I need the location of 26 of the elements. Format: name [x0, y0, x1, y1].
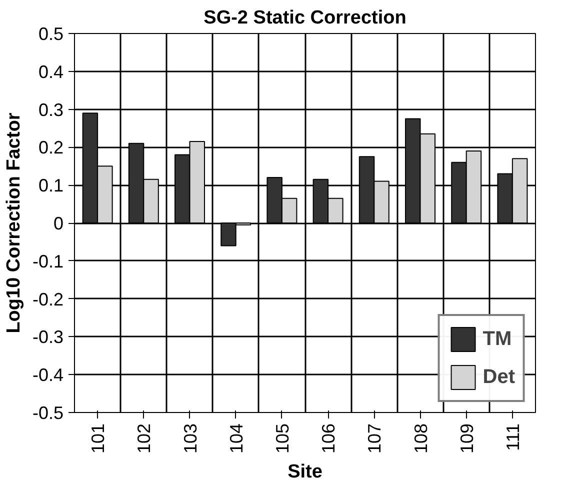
legend-label: Det [482, 366, 515, 388]
y-tick-label: 0.4 [38, 62, 64, 82]
y-tick-label: -0.4 [32, 365, 64, 386]
chart-title: SG-2 Static Correction [204, 8, 406, 28]
x-tick-label: 107 [364, 423, 385, 454]
y-tick-label: -0.5 [32, 403, 64, 423]
y-tick-label: 0.5 [38, 24, 64, 44]
y-tick-label: 0.2 [38, 138, 64, 158]
x-tick-label: 104 [226, 423, 246, 454]
legend-label: TM [482, 328, 512, 350]
x-tick-label: 101 [88, 423, 108, 454]
y-axis-title: Log10 Correction Factor [3, 112, 24, 334]
y-tick-label: 0.3 [38, 100, 64, 120]
y-tick-label: -0.1 [32, 251, 64, 272]
y-tick-label: -0.2 [32, 289, 64, 310]
x-tick-label: 105 [272, 423, 292, 454]
x-axis-title: Site [288, 462, 322, 483]
x-tick-label: 102 [134, 423, 154, 454]
x-tick-label: 103 [180, 423, 200, 454]
y-tick-label: 0.1 [38, 176, 64, 196]
x-tick-label: 109 [456, 423, 477, 454]
y-tick-label: 0 [53, 214, 64, 234]
x-tick-label: 111 [502, 423, 523, 451]
y-tick-label: -0.3 [32, 327, 64, 348]
x-tick-label: 108 [410, 423, 431, 454]
x-tick-label: 106 [318, 423, 339, 454]
